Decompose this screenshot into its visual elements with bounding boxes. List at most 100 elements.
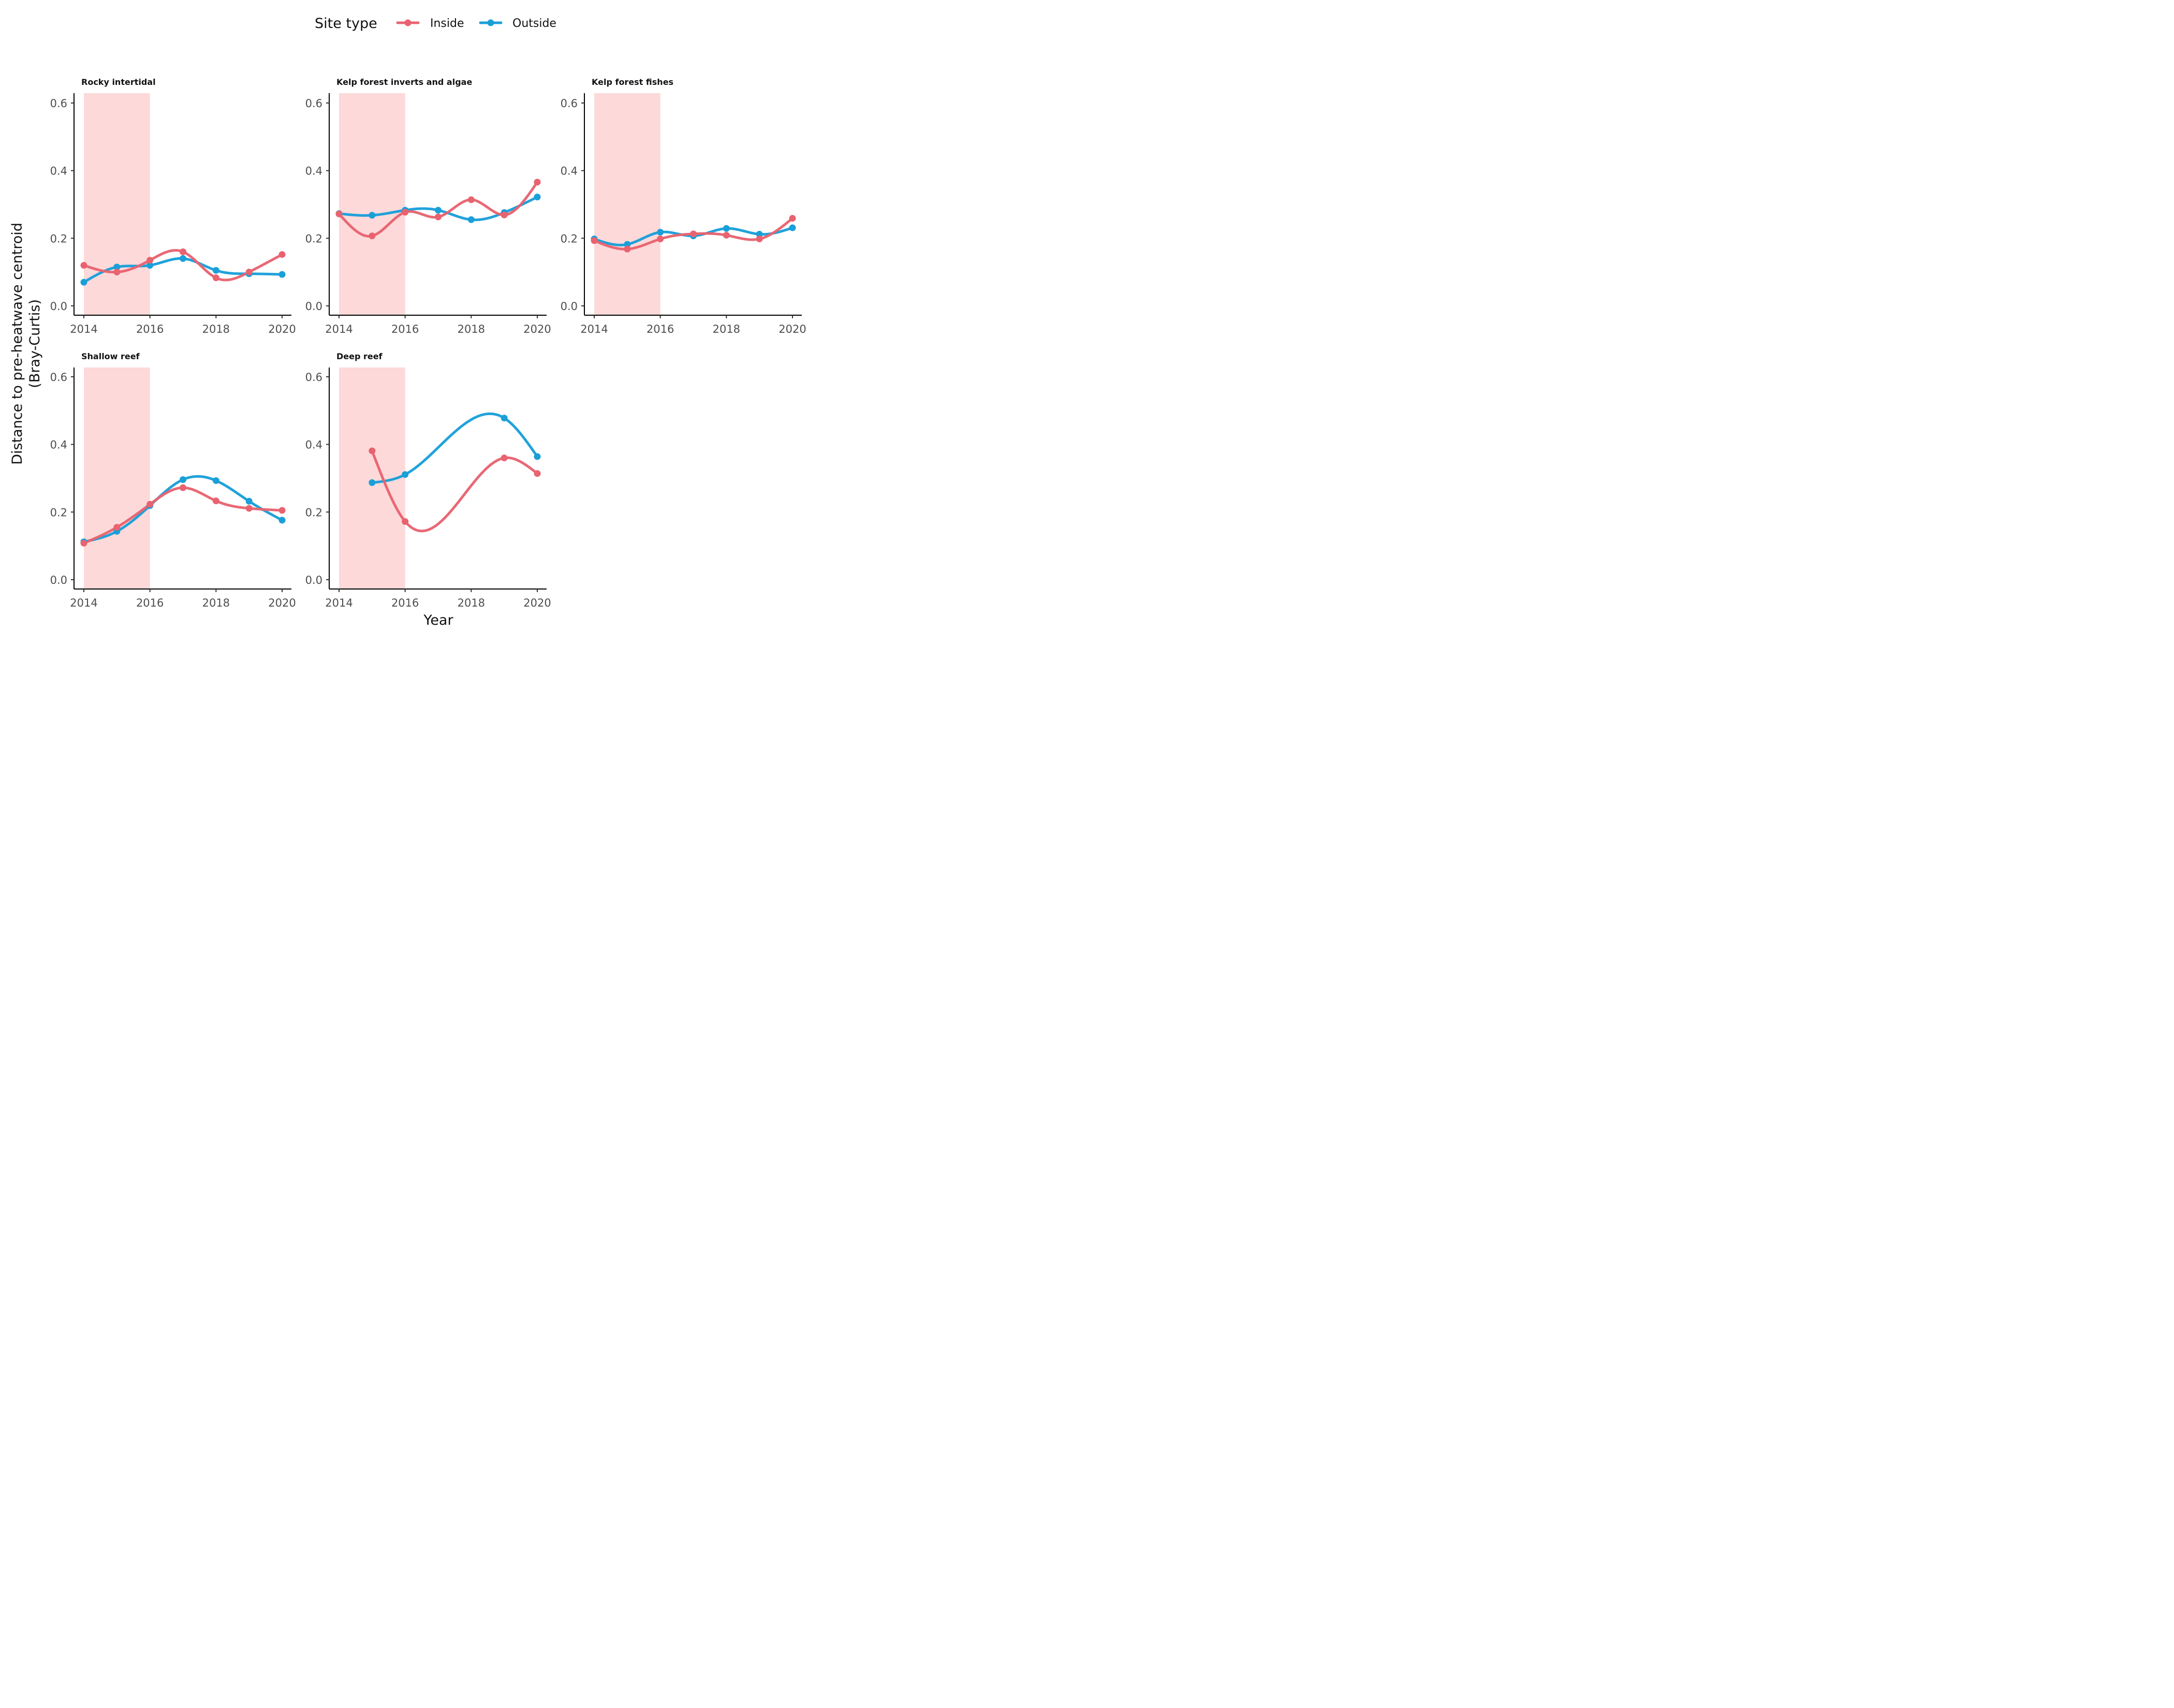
data-point-inside (146, 257, 154, 264)
panel-1: Kelp forest inverts and algae 0.0 0.2 0.4 0.… (305, 77, 551, 335)
data-point-outside (756, 230, 763, 238)
panel-title: Deep reef (336, 351, 383, 361)
series-line-outside (371, 412, 539, 484)
data-point-inside (146, 500, 154, 508)
data-point-inside (402, 518, 409, 525)
data-point-outside (435, 207, 442, 214)
data-point-inside (113, 269, 121, 276)
series-line-inside (371, 449, 539, 533)
data-point-outside (369, 212, 376, 219)
x-tick-label: 2014 (70, 323, 97, 335)
y-axis-title-line-2: (Bray-Curtis) (27, 299, 43, 388)
data-point-inside (402, 209, 409, 216)
axis-titles: Year Distance to pre-heatwave centroid (Br… (9, 223, 453, 628)
panel-title: Shallow reef (81, 351, 140, 361)
y-tick-label: 0.0 (305, 300, 322, 313)
y-axis-title: Distance to pre-heatwave centroid (Bray-C… (9, 223, 43, 465)
data-point-inside (624, 245, 631, 253)
legend-title: Site type (315, 16, 377, 32)
data-point-inside (756, 235, 763, 243)
data-point-outside (657, 229, 664, 236)
data-point-outside (789, 224, 796, 231)
y-tick-label: 0.2 (50, 232, 67, 245)
x-tick-label: 2020 (523, 323, 551, 335)
data-point-inside (501, 454, 508, 462)
x-tick-label: 2020 (268, 323, 296, 335)
panel-0: Rocky intertidal 0.0 0.2 0.4 0.6 2014 2016 2018… (50, 77, 296, 335)
y-tick-label: 0.2 (305, 232, 322, 245)
data-point-inside (369, 447, 376, 454)
x-tick-label: 2018 (458, 323, 485, 335)
data-point-outside (369, 479, 376, 486)
y-tick-label: 0.2 (50, 506, 67, 519)
legend-key-point-inside (404, 19, 412, 26)
panel-title: Kelp forest fishes (592, 77, 673, 87)
x-tick-label: 2020 (523, 597, 551, 609)
data-point-outside (501, 415, 508, 422)
y-tick-label: 0.6 (50, 371, 67, 384)
data-point-inside (723, 231, 730, 239)
x-tick-label: 2018 (458, 597, 485, 609)
data-point-inside (212, 497, 219, 505)
data-point-outside (624, 241, 631, 248)
data-point-outside (278, 517, 286, 524)
data-point-inside (591, 237, 598, 244)
panels: Rocky intertidal 0.0 0.2 0.4 0.6 2014 2016 2018… (50, 77, 806, 609)
data-point-inside (534, 470, 541, 477)
data-point-inside (690, 230, 697, 238)
data-point-inside (80, 539, 87, 547)
y-tick-label: 0.0 (305, 574, 322, 586)
data-point-inside (501, 211, 508, 218)
data-point-inside (335, 210, 343, 217)
data-point-inside (245, 505, 253, 512)
data-point-inside (212, 274, 219, 282)
y-tick-label: 0.0 (50, 300, 67, 313)
data-point-inside (369, 232, 376, 240)
data-point-inside (180, 484, 186, 491)
data-point-inside (435, 213, 442, 220)
y-tick-label: 0.4 (50, 439, 67, 451)
heatwave-period-shading (339, 93, 405, 315)
panel-3: Shallow reef 0.0 0.2 0.4 0.6 2014 2016 2018 2020 (50, 351, 296, 609)
panel-2: Kelp forest fishes 0.0 0.2 0.4 0.6 2014 2016 20… (561, 77, 806, 335)
heatwave-period-shading (84, 367, 150, 589)
x-tick-label: 2016 (647, 323, 674, 335)
data-point-inside (278, 507, 286, 514)
data-point-outside (180, 476, 186, 483)
y-tick-label: 0.6 (305, 371, 322, 384)
y-tick-label: 0.6 (561, 97, 578, 110)
data-point-outside (212, 267, 219, 274)
y-tick-label: 0.4 (561, 165, 578, 178)
data-point-outside (113, 263, 121, 271)
y-tick-label: 0.4 (305, 165, 322, 178)
x-tick-label: 2020 (778, 323, 806, 335)
legend-label-inside: Inside (430, 17, 464, 30)
data-point-inside (789, 215, 796, 222)
data-point-inside (278, 251, 286, 258)
data-point-outside (402, 471, 409, 478)
data-point-inside (534, 179, 541, 186)
x-tick-label: 2018 (202, 597, 230, 609)
data-point-outside (534, 194, 541, 201)
legend-label-outside: Outside (512, 17, 556, 30)
heatwave-period-shading (594, 93, 660, 315)
panel-title: Kelp forest inverts and algae (336, 77, 472, 87)
data-point-outside (534, 453, 541, 460)
x-tick-label: 2020 (268, 597, 296, 609)
legend: Site type Inside Outside (315, 16, 556, 32)
data-point-outside (467, 216, 475, 223)
x-tick-label: 2016 (391, 323, 419, 335)
data-point-outside (245, 497, 253, 505)
faceted-line-chart: Site type Inside Outside Rocky intertidal 0… (0, 0, 811, 637)
data-point-inside (113, 524, 121, 531)
x-tick-label: 2016 (136, 323, 164, 335)
heatwave-period-shading (84, 93, 150, 315)
y-tick-label: 0.0 (50, 574, 67, 586)
data-point-outside (80, 278, 87, 286)
panel-4: Deep reef 0.0 0.2 0.4 0.6 2014 2016 2018 2020 (305, 351, 551, 609)
x-tick-label: 2016 (136, 597, 164, 609)
panel-title: Rocky intertidal (81, 77, 156, 87)
chart-canvas: Site type Inside Outside Rocky intertidal 0… (9, 16, 806, 628)
x-tick-label: 2018 (713, 323, 740, 335)
y-tick-label: 0.0 (561, 300, 578, 313)
